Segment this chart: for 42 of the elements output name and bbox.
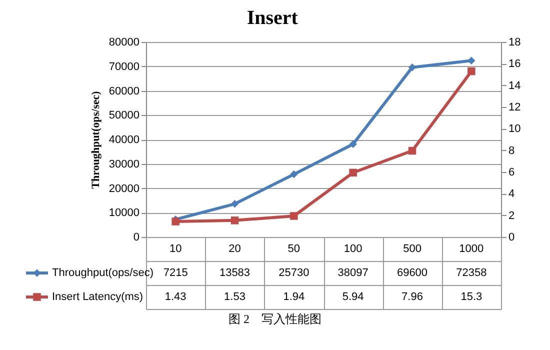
y2-tick-label: 12	[508, 102, 521, 114]
y-tick-label: 0	[133, 232, 140, 244]
y2-tick-label: 4	[508, 188, 515, 200]
data-label: 1.53	[224, 291, 246, 303]
x-tick-label: 100	[344, 243, 362, 255]
y2-tick-label: 2	[508, 210, 515, 222]
x-tick-label: 10	[169, 243, 182, 255]
y-axis-title: Throughput(ops/sec)	[90, 90, 102, 189]
x-tick-label: 500	[403, 243, 422, 255]
data-label: 13583	[219, 267, 250, 279]
caption: 图 2 写入性能图	[228, 311, 322, 328]
y-tick-label: 40000	[108, 134, 140, 146]
data-label: 1.94	[283, 291, 305, 303]
data-label: 15.3	[460, 291, 482, 303]
data-label: 5.94	[342, 291, 364, 303]
y2-tick-label: 16	[508, 58, 521, 70]
y2-tick-label: 14	[508, 80, 521, 92]
data-label: 25730	[278, 267, 310, 279]
y2-tick-label: 0	[508, 232, 515, 244]
y2-tick-label: 6	[508, 166, 515, 178]
y-tick-label: 10000	[108, 207, 140, 220]
y-tick-label: 30000	[108, 158, 140, 170]
y-tick-label: 20000	[108, 182, 140, 195]
data-label: 69600	[396, 267, 428, 279]
data-label: 72358	[456, 267, 487, 279]
chart-title: Insert	[246, 7, 298, 29]
y-tick-label: 50000	[108, 110, 140, 122]
x-tick-label: 50	[288, 243, 300, 255]
y2-tick-label: 8	[508, 144, 515, 157]
x-tick-label: 20	[228, 243, 241, 255]
legend-label: Throughput(ops/sec)	[52, 267, 154, 279]
data-label: 38097	[338, 267, 368, 279]
y-tick-label: 60000	[108, 85, 140, 98]
y-tick-label: 80000	[108, 36, 140, 48]
y2-tick-label: 10	[508, 123, 521, 136]
data-label: 7215	[163, 267, 188, 279]
legend-label: Insert Latency(ms)	[52, 291, 144, 303]
x-tick-label: 1000	[459, 243, 484, 255]
y-tick-label: 70000	[108, 60, 140, 73]
data-label: 7.96	[402, 291, 423, 303]
y2-tick-label: 18	[508, 36, 521, 48]
data-label: 1.43	[164, 291, 186, 303]
